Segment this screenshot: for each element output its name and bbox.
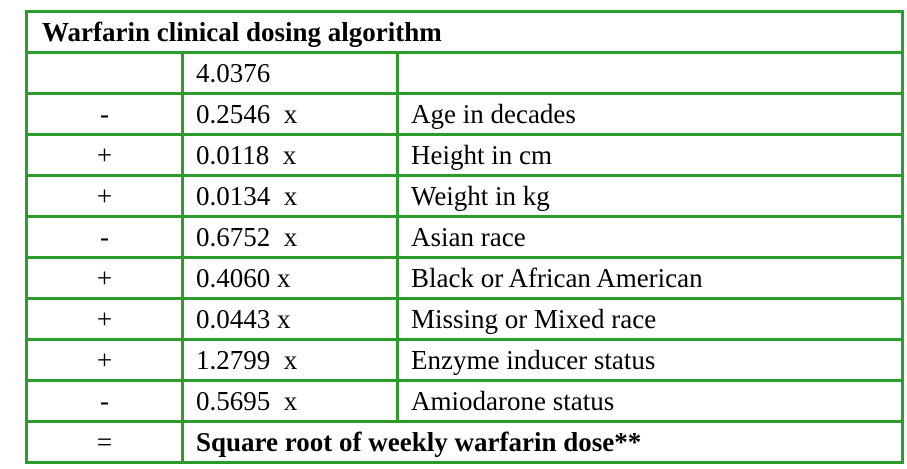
row-coefficient: 0.0134 x bbox=[181, 174, 399, 218]
row-coefficient: 0.2546 x bbox=[181, 92, 399, 136]
row-operator: + bbox=[25, 297, 184, 341]
table-title: Warfarin clinical dosing algorithm bbox=[25, 10, 904, 54]
table-row: - 0.5695 x Amiodarone status bbox=[25, 379, 904, 423]
intercept-row: 4.0376 bbox=[25, 51, 904, 95]
row-description: Height in cm bbox=[396, 133, 904, 177]
row-description: Weight in kg bbox=[396, 174, 904, 218]
row-operator: - bbox=[25, 215, 184, 259]
row-operator: + bbox=[25, 338, 184, 382]
row-description: Age in decades bbox=[396, 92, 904, 136]
intercept-description bbox=[396, 51, 904, 95]
table-row: + 0.0118 x Height in cm bbox=[25, 133, 904, 177]
row-description: Black or African American bbox=[396, 256, 904, 300]
row-coefficient: 0.0443 x bbox=[181, 297, 399, 341]
table-row: - 0.2546 x Age in decades bbox=[25, 92, 904, 136]
row-coefficient: 0.6752 x bbox=[181, 215, 399, 259]
row-description: Missing or Mixed race bbox=[396, 297, 904, 341]
row-operator: - bbox=[25, 379, 184, 423]
intercept-operator bbox=[25, 51, 184, 95]
row-operator: - bbox=[25, 92, 184, 136]
row-coefficient: 0.5695 x bbox=[181, 379, 399, 423]
row-description: Amiodarone status bbox=[396, 379, 904, 423]
result-row: = Square root of weekly warfarin dose** bbox=[25, 420, 904, 464]
row-coefficient: 1.2799 x bbox=[181, 338, 399, 382]
row-operator: + bbox=[25, 133, 184, 177]
table-row: - 0.6752 x Asian race bbox=[25, 215, 904, 259]
table-row: + 0.0443 x Missing or Mixed race bbox=[25, 297, 904, 341]
table-row: + 0.4060 x Black or African American bbox=[25, 256, 904, 300]
intercept-value: 4.0376 bbox=[181, 51, 399, 95]
table-title-row: Warfarin clinical dosing algorithm bbox=[25, 10, 904, 54]
row-operator: + bbox=[25, 256, 184, 300]
row-operator: + bbox=[25, 174, 184, 218]
table-row: + 1.2799 x Enzyme inducer status bbox=[25, 338, 904, 382]
warfarin-dosing-table: Warfarin clinical dosing algorithm 4.037… bbox=[25, 10, 904, 464]
row-coefficient: 0.0118 x bbox=[181, 133, 399, 177]
result-label: Square root of weekly warfarin dose** bbox=[181, 420, 904, 464]
table-row: + 0.0134 x Weight in kg bbox=[25, 174, 904, 218]
row-description: Asian race bbox=[396, 215, 904, 259]
result-operator: = bbox=[25, 420, 184, 464]
row-description: Enzyme inducer status bbox=[396, 338, 904, 382]
row-coefficient: 0.4060 x bbox=[181, 256, 399, 300]
